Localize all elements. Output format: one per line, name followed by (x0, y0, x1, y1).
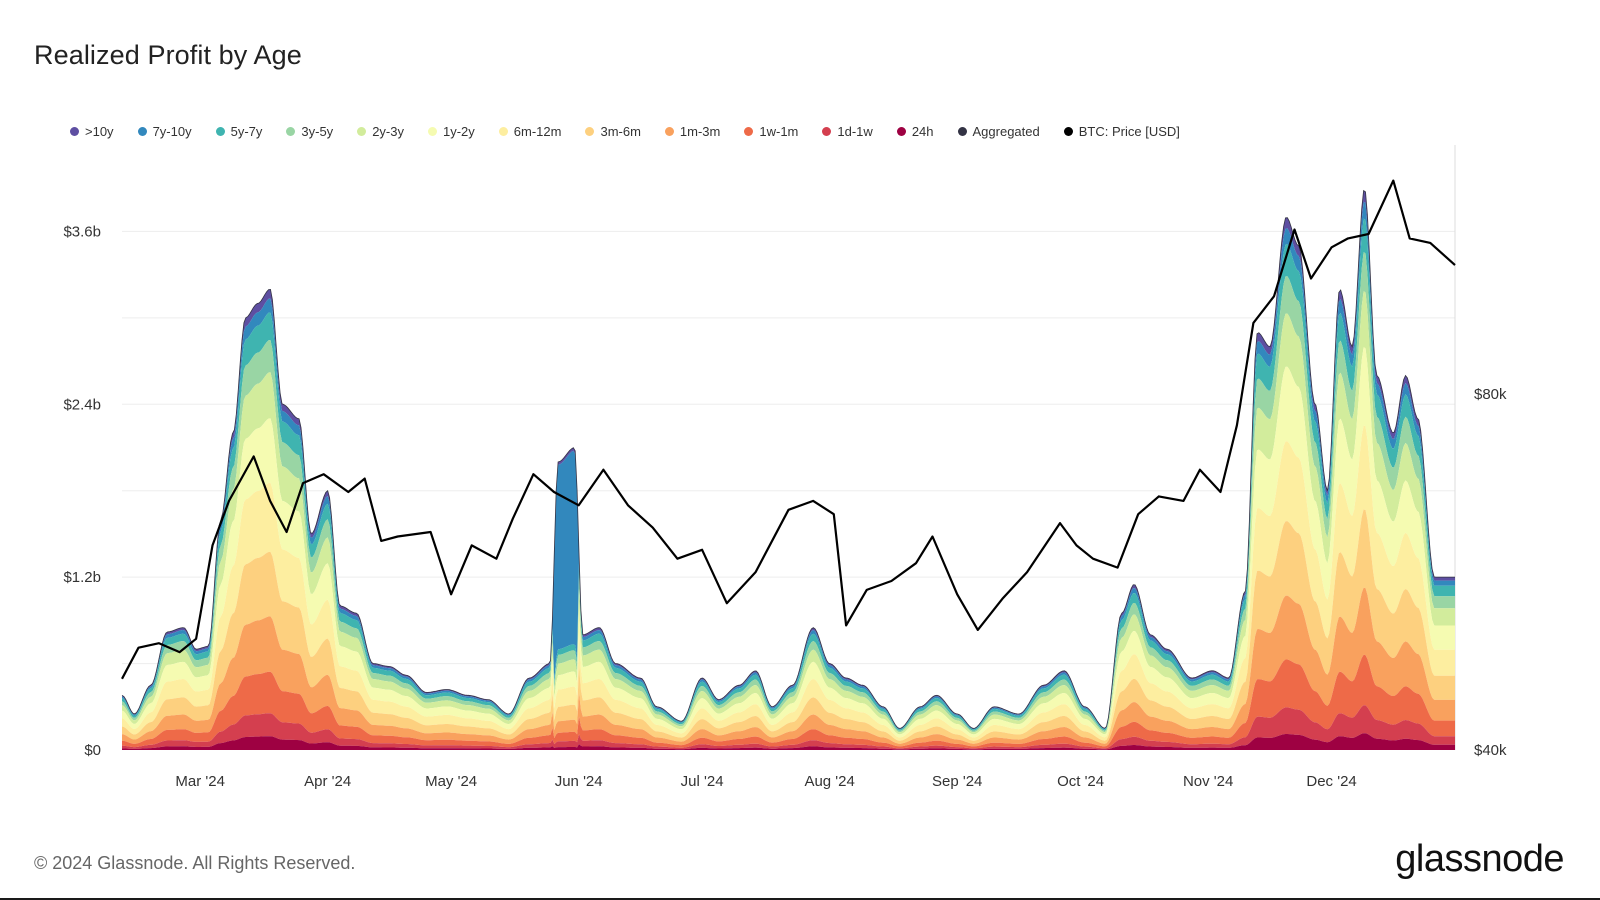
legend-swatch (896, 127, 906, 136)
glassnode-logo: glassnode (1395, 838, 1564, 880)
y-axis-left-tick-label: $3.6b (63, 223, 101, 240)
x-axis-tick-label: Mar '24 (175, 773, 225, 790)
legend-label: Aggregated (972, 124, 1040, 139)
legend-item-7[interactable]: 3m-6m (585, 124, 641, 139)
legend-item-11[interactable]: 24h (896, 124, 934, 139)
legend-swatch (585, 127, 595, 136)
legend-label: 2y-3y (372, 124, 404, 139)
x-axis-tick-label: Jul '24 (681, 773, 724, 790)
legend-label: 3y-5y (301, 124, 334, 139)
legend-label: >10y (85, 124, 114, 139)
legend-item-9[interactable]: 1w-1m (744, 124, 798, 139)
legend-swatch (137, 127, 147, 136)
legend-label: 3m-6m (600, 124, 641, 139)
legend-label: BTC: Price [USD] (1078, 124, 1180, 139)
x-axis-tick-label: Jun '24 (555, 773, 603, 790)
legend-label: 5y-7y (230, 124, 263, 139)
legend-swatch (498, 127, 508, 136)
legend-swatch (822, 127, 832, 136)
x-axis-tick-label: Nov '24 (1183, 773, 1233, 790)
aggregated-line (121, 189, 1455, 729)
chart-title: Realized Profit by Age (34, 40, 302, 70)
legend-item-6[interactable]: 6m-12m (498, 124, 562, 139)
legend-swatch (744, 127, 754, 136)
legend-label: 1m-3m (679, 124, 721, 139)
x-axis-tick-label: Dec '24 (1306, 773, 1356, 790)
x-axis-tick-label: Sep '24 (932, 773, 982, 790)
legend-swatch (357, 127, 367, 136)
x-axis-tick-label: Aug '24 (804, 773, 854, 790)
legend-item-1[interactable]: 7y-10y (137, 124, 192, 139)
legend-item-13[interactable]: BTC: Price [USD] (1063, 124, 1180, 139)
y-axis-right-tick-label: $40k (1474, 742, 1507, 759)
legend-item-8[interactable]: 1m-3m (664, 124, 721, 139)
chart-legend: >10y 7y-10y 5y-7y 3y-5y 2y-3y 1y-2y 6m-12m 3m-6… (70, 124, 1204, 139)
legend-item-3[interactable]: 3y-5y (286, 124, 333, 139)
legend-swatch (286, 127, 296, 136)
area-chart: $0 $1.2b $2.4b $3.6b $40k $80k Mar '24 Apr '24 M… (63, 145, 1507, 790)
x-axis-tick-label: Oct '24 (1057, 773, 1104, 790)
legend-swatch (957, 127, 967, 136)
bottom-divider (0, 898, 1600, 900)
legend-item-4[interactable]: 2y-3y (357, 124, 404, 139)
copyright-footer: © 2024 Glassnode. All Rights Reserved. (34, 853, 356, 873)
x-axis-tick-label: Apr '24 (304, 773, 351, 790)
y-axis-left-tick-label: $0 (84, 742, 101, 759)
legend-swatch (215, 127, 225, 136)
y-axis-right-tick-label: $80k (1474, 386, 1507, 403)
legend-label: 7y-10y (152, 124, 192, 139)
btc-price-line (121, 179, 1456, 680)
legend-item-10[interactable]: 1d-1w (822, 124, 873, 139)
legend-swatch (427, 127, 437, 136)
legend-label: 24h (911, 124, 934, 139)
legend-label: 6m-12m (513, 124, 562, 139)
area-series-24h (122, 733, 1455, 750)
legend-swatch (70, 127, 79, 136)
legend-swatch (664, 127, 674, 136)
legend-label: 1w-1m (759, 124, 799, 139)
legend-label: 1d-1w (837, 124, 873, 139)
y-axis-left-tick-label: $1.2b (63, 569, 101, 586)
x-axis-tick-label: May '24 (425, 773, 477, 790)
legend-item-5[interactable]: 1y-2y (427, 124, 475, 139)
legend-item-12[interactable]: Aggregated (957, 124, 1040, 139)
y-axis-left-tick-label: $2.4b (63, 396, 101, 413)
legend-swatch (1063, 127, 1073, 136)
legend-item-2[interactable]: 5y-7y (215, 124, 263, 139)
legend-label: 1y-2y (442, 124, 475, 139)
legend-item-0[interactable]: >10y (70, 124, 114, 139)
